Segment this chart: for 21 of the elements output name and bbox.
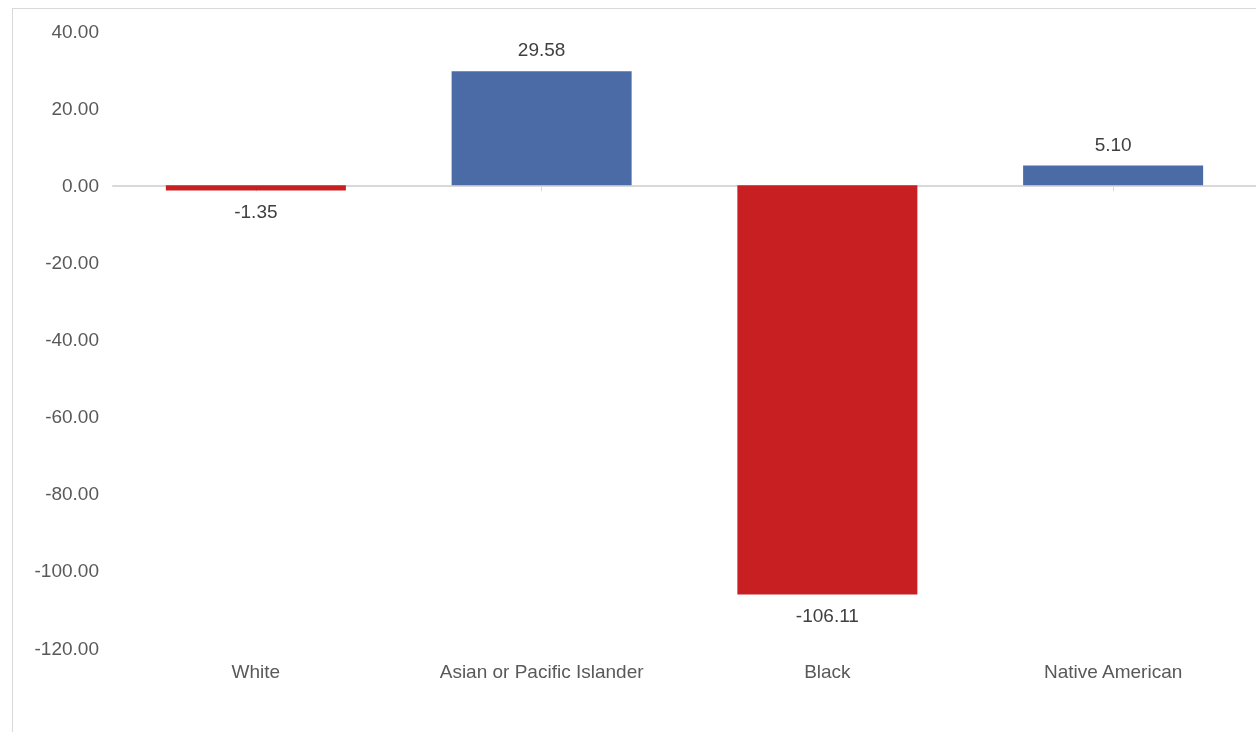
- bar: [451, 71, 632, 186]
- y-tick-label: 40.00: [51, 20, 99, 42]
- data-label: 5.10: [1094, 133, 1132, 155]
- x-tick-label: Asian or Pacific Islander: [439, 661, 645, 682]
- bar: [737, 185, 918, 595]
- y-tick-label: 20.00: [51, 97, 99, 119]
- y-tick-label: -60.00: [45, 406, 99, 428]
- data-label: 29.58: [517, 39, 566, 61]
- y-tick-label: 0.00: [62, 174, 99, 196]
- y-tick-label: -40.00: [45, 329, 99, 350]
- x-tick-label: White: [231, 661, 281, 682]
- x-tick-label: Native American: [1043, 661, 1183, 682]
- x-tick-label: Black: [804, 661, 852, 682]
- data-label: -106.11: [795, 605, 859, 627]
- bar: [165, 185, 346, 191]
- y-tick-label: -120.00: [34, 637, 99, 659]
- bar: [1023, 165, 1204, 186]
- data-label: -1.35: [234, 201, 278, 223]
- y-tick-label: -20.00: [45, 251, 99, 273]
- y-tick-label: -80.00: [45, 483, 99, 505]
- y-tick-label: -100.00: [34, 560, 99, 582]
